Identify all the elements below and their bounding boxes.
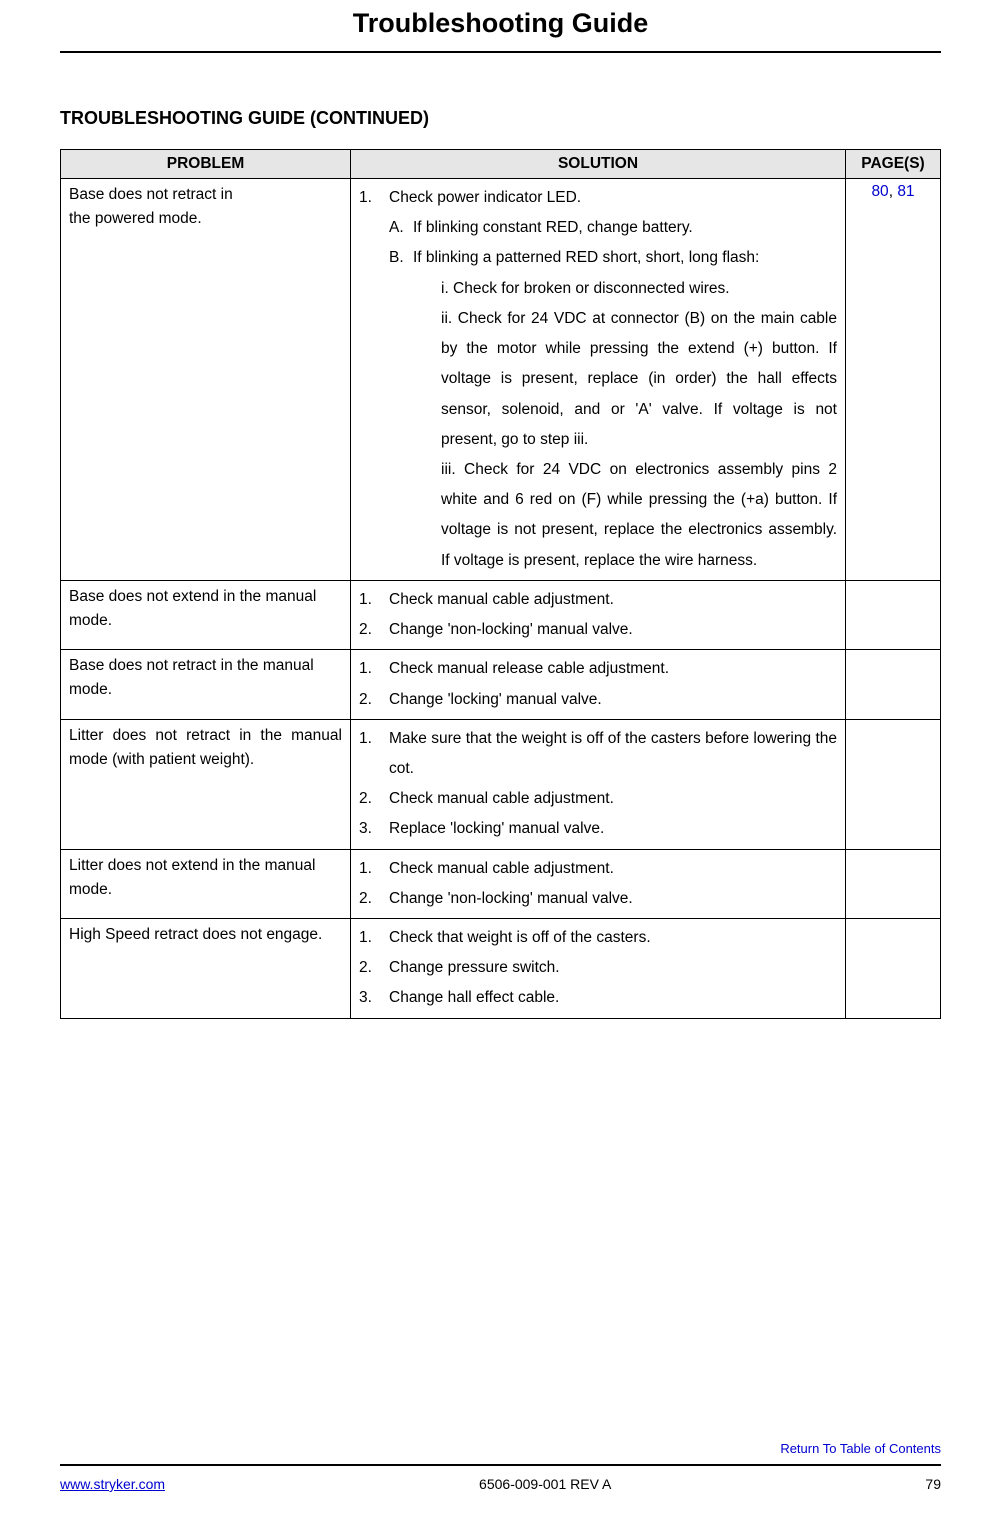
solution-text: Change pressure switch.: [389, 953, 837, 983]
page-footer: www.stryker.com 6506-009-001 REV A 79: [60, 1466, 941, 1517]
return-to-contents-link[interactable]: Return To Table of Contents: [780, 1441, 941, 1456]
solution-text: Check that weight is off of the casters.: [389, 923, 837, 953]
problem-cell: Litter does not extend in the manual mod…: [61, 849, 351, 918]
header-pages: PAGE(S): [846, 150, 941, 179]
solution-roman-iii: iii. Check for 24 VDC on electronics ass…: [441, 455, 837, 576]
solution-text: Change 'non-locking' manual valve.: [389, 615, 837, 645]
problem-cell: Base does not extend in the manual mode.: [61, 580, 351, 649]
solution-text: Change 'non-locking' manual valve.: [389, 884, 837, 914]
table-row: Base does not extend in the manual mode.…: [61, 580, 941, 649]
table-row: Base does not retract inthe powered mode…: [61, 179, 941, 581]
table-row: Litter does not retract in the manual mo…: [61, 719, 941, 849]
solution-text: Check manual cable adjustment.: [389, 854, 837, 884]
page-link[interactable]: 81: [897, 183, 914, 200]
pages-cell: [846, 849, 941, 918]
problem-cell: Base does not retract in the manual mode…: [61, 650, 351, 719]
pages-cell: [846, 719, 941, 849]
solution-cell: 1.Check manual cable adjustment. 2.Chang…: [351, 580, 846, 649]
section-subtitle: TROUBLESHOOTING GUIDE (CONTINUED): [60, 108, 941, 129]
solution-text: Check manual release cable adjustment.: [389, 654, 837, 684]
page-link[interactable]: 80: [871, 183, 888, 200]
solution-roman-i: i. Check for broken or disconnected wire…: [441, 274, 837, 304]
problem-cell: Litter does not retract in the manual mo…: [61, 719, 351, 849]
solution-cell: 1.Check manual release cable adjustment.…: [351, 650, 846, 719]
footer-page-number: 79: [925, 1476, 941, 1492]
solution-sub-a: If blinking constant RED, change battery…: [413, 213, 837, 243]
table-row: Base does not retract in the manual mode…: [61, 650, 941, 719]
solution-cell: 1.Check manual cable adjustment. 2.Chang…: [351, 849, 846, 918]
solution-sub-b: If blinking a patterned RED short, short…: [413, 249, 759, 266]
footer-url[interactable]: www.stryker.com: [60, 1476, 165, 1492]
solution-cell: 1.Check that weight is off of the caster…: [351, 919, 846, 1019]
solution-cell: 1. Check power indicator LED. A.If blink…: [351, 179, 846, 581]
solution-text: Replace 'locking' manual valve.: [389, 814, 837, 844]
pages-cell: [846, 650, 941, 719]
table-row: High Speed retract does not engage. 1.Ch…: [61, 919, 941, 1019]
troubleshooting-table: PROBLEM SOLUTION PAGE(S) Base does not r…: [60, 149, 941, 1019]
solution-text: Check manual cable adjustment.: [389, 585, 837, 615]
solution-text: Change 'locking' manual valve.: [389, 685, 837, 715]
solution-roman-ii: ii. Check for 24 VDC at connector (B) on…: [441, 304, 837, 455]
pages-cell: [846, 580, 941, 649]
solution-text: Change hall effect cable.: [389, 983, 837, 1013]
table-row: Litter does not extend in the manual mod…: [61, 849, 941, 918]
problem-cell: Base does not retract inthe powered mode…: [61, 179, 351, 581]
pages-cell: [846, 919, 941, 1019]
header-problem: PROBLEM: [61, 150, 351, 179]
solution-text: Check power indicator LED.: [389, 189, 581, 206]
header-solution: SOLUTION: [351, 150, 846, 179]
pages-cell: 80, 81: [846, 179, 941, 581]
page-title: Troubleshooting Guide: [60, 8, 941, 39]
solution-text: Check manual cable adjustment.: [389, 784, 837, 814]
footer-doc-id: 6506-009-001 REV A: [479, 1476, 611, 1492]
problem-cell: High Speed retract does not engage.: [61, 919, 351, 1019]
solution-cell: 1.Make sure that the weight is off of th…: [351, 719, 846, 849]
solution-text: Make sure that the weight is off of the …: [389, 724, 837, 784]
